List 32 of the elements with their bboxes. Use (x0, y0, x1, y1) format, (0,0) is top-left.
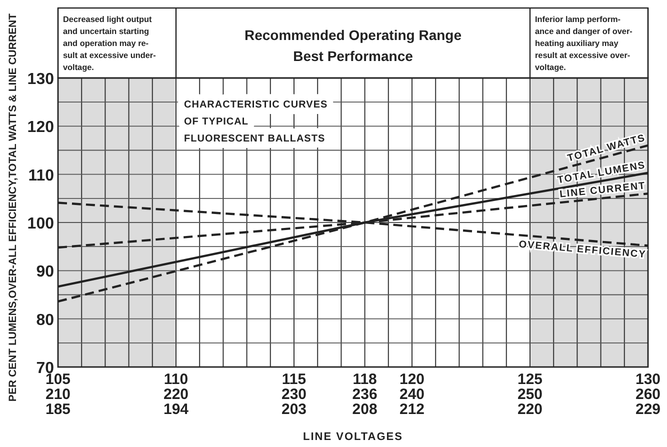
x-tick-label: 120 (399, 371, 425, 388)
text: Recommended Operating Range Best Performance (244, 27, 462, 64)
band-label: Inferior lamp perform- ance and danger of over- heating auxiliary may result at excessive over- voltage. (535, 15, 633, 72)
text: 185 (45, 401, 71, 418)
y-tick-label: 100 (27, 216, 54, 232)
x2-tick-label: 210 (45, 386, 71, 403)
text: 229 (635, 401, 661, 418)
x-tick-label: 130 (635, 371, 661, 388)
text: 212 (399, 401, 425, 418)
y-tick-label: 90 (36, 264, 54, 281)
x2-tick-label: 240 (399, 386, 425, 403)
x-axis-title: LINE VOLTAGES (303, 431, 403, 443)
y-tick-label: 130 (27, 71, 54, 88)
x-tick-label: 110 (164, 371, 188, 388)
x2-tick-label: 250 (517, 386, 543, 403)
y-tick-label: 110 (28, 167, 54, 184)
x2-tick-label: 260 (635, 386, 661, 403)
x-tick-label: 118 (352, 371, 377, 388)
text: 220 (517, 401, 543, 418)
y-tick-label: 120 (27, 119, 54, 136)
y-tick-label: 80 (36, 312, 54, 329)
x-tick-label: 115 (282, 371, 306, 388)
text: 194 (163, 401, 190, 418)
series-label: OVERALL EFFICIENCY (518, 239, 647, 261)
text: 203 (281, 401, 307, 418)
x2-tick-label: 236 (352, 386, 378, 403)
x-tick-label: 125 (517, 371, 543, 388)
x2-tick-label: 230 (281, 386, 307, 403)
x2-tick-label: 220 (163, 386, 189, 403)
y-axis-title: PER CENT LUMENS,OVER-ALL EFFICIENCY,TOTAL WATTS & LINE CURRENT (7, 12, 19, 402)
band-label: Decreased light output and uncertain starting and operation may re- sult at excessive under- voltage. (63, 15, 156, 72)
text: 208 (352, 401, 378, 418)
